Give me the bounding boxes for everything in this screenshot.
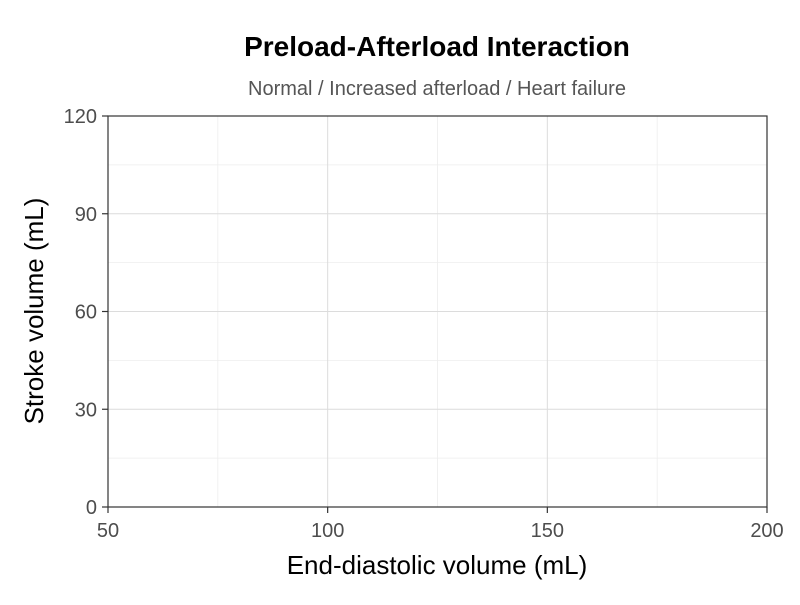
grid-lines <box>107 115 768 508</box>
chart-subtitle: Normal / Increased afterload / Heart fai… <box>248 78 626 100</box>
y-tick-label: 60 <box>75 302 97 324</box>
x-tick-label: 200 <box>750 520 783 542</box>
y-axis-title: Stroke volume (mL) <box>19 198 49 425</box>
x-axis-title: End-diastolic volume (mL) <box>287 550 588 580</box>
y-tick-label: 30 <box>75 399 97 421</box>
x-tick-label: 50 <box>97 520 119 542</box>
x-tick-label: 150 <box>531 520 564 542</box>
chart-title: Preload-Afterload Interaction <box>244 31 630 62</box>
y-tick-label: 0 <box>86 497 97 519</box>
y-tick-label: 90 <box>75 204 97 226</box>
axes-layer: 50 100 150 200 0 30 60 90 120 <box>64 106 784 542</box>
y-tick-label: 120 <box>64 106 97 128</box>
x-tick-label: 100 <box>311 520 344 542</box>
